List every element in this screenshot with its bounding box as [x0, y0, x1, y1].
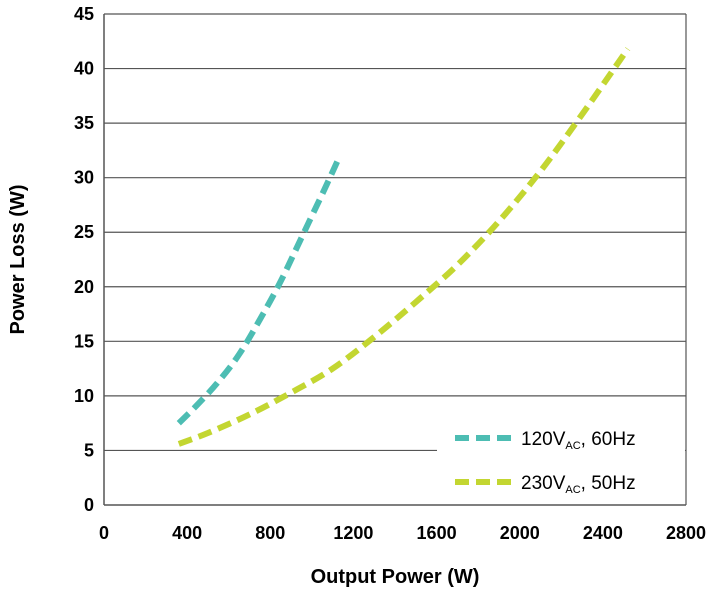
- y-tick-label: 35: [74, 113, 94, 133]
- x-tick-label: 2800: [666, 523, 706, 543]
- y-tick-label: 45: [74, 4, 94, 24]
- legend-box: [437, 418, 685, 504]
- legend-label-2: 230VAC, 50Hz: [521, 473, 636, 496]
- legend: 120VAC, 60Hz 230VAC, 50Hz: [437, 418, 685, 504]
- x-tick-label: 2400: [583, 523, 623, 543]
- y-tick-label: 15: [74, 331, 94, 351]
- x-tick-label: 2000: [500, 523, 540, 543]
- y-tick-label: 40: [74, 59, 94, 79]
- x-tick-label: 1600: [417, 523, 457, 543]
- y-tick-label: 20: [74, 277, 94, 297]
- series-line-2: [177, 47, 631, 447]
- grid: [104, 13, 686, 452]
- legend-label-1: 120VAC, 60Hz: [521, 429, 636, 452]
- x-tick-label: 800: [255, 523, 285, 543]
- y-tick-label: 10: [74, 386, 94, 406]
- y-tick-label: 30: [74, 168, 94, 188]
- y-tick-label: 0: [84, 495, 94, 515]
- series-lines: [176, 47, 631, 447]
- x-tick-label: 400: [172, 523, 202, 543]
- y-axis-title: Power Loss (W): [7, 184, 29, 334]
- x-tick-label: 1200: [333, 523, 373, 543]
- x-tick-label: 0: [99, 523, 109, 543]
- y-tick-label: 5: [84, 440, 94, 460]
- series-line-1: [176, 156, 342, 426]
- y-tick-label: 25: [74, 222, 94, 242]
- axes: 0 5 10 15 20 25 30 35 40 45 0 400 800 1200 1600 2000 240…: [74, 4, 706, 543]
- x-axis-title: Output Power (W): [311, 566, 480, 588]
